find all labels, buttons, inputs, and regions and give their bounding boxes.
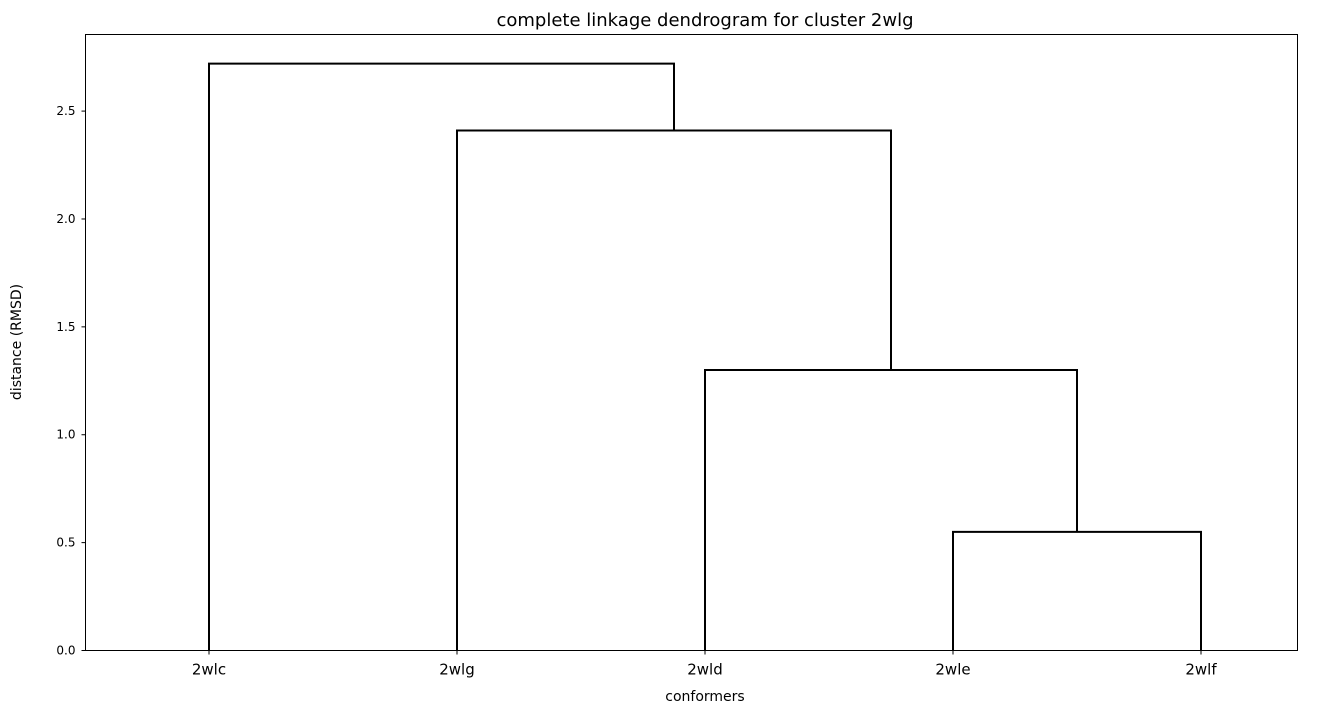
- y-tick-label: 1.0: [56, 428, 75, 442]
- y-tick-label: 2.0: [56, 212, 75, 226]
- y-tick-label: 1.5: [56, 320, 75, 334]
- dendrogram-link-4: [208, 62, 675, 651]
- y-axis-ticks: 0.0 0.5 1.0 1.5 2.0 2.5: [56, 104, 86, 658]
- dendrogram-links: [208, 62, 1202, 651]
- y-tick-label: 0.0: [56, 644, 75, 658]
- x-axis-ticks: 2wlc 2wlg 2wld 2wle 2wlf: [192, 650, 1217, 679]
- dendrogram-link-1: [952, 530, 1202, 651]
- x-tick-label-2wlg: 2wlg: [439, 661, 475, 679]
- x-tick-label-2wlf: 2wlf: [1185, 661, 1217, 679]
- plot-frame: [85, 34, 1298, 651]
- x-tick-label-2wle: 2wle: [935, 661, 970, 679]
- x-tick-label-2wlc: 2wlc: [192, 661, 226, 679]
- y-axis-label: distance (RMSD): [9, 284, 25, 400]
- y-tick-label: 0.5: [56, 536, 75, 550]
- x-axis-label: conformers: [665, 689, 744, 705]
- dendrogram-link-2: [704, 369, 1078, 651]
- y-tick-label: 2.5: [56, 104, 75, 118]
- chart-title: complete linkage dendrogram for cluster …: [496, 10, 913, 31]
- x-tick-label-2wld: 2wld: [687, 661, 723, 679]
- dendrogram-link-3: [456, 129, 892, 651]
